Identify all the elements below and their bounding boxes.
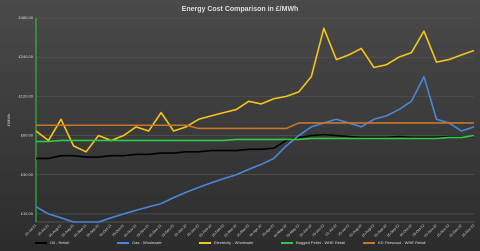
legend-label: Bagged Pellet - WHE Retail [296,240,345,245]
y-tick-label: £120.00 [19,93,34,98]
y-tick-label: £15.00 [21,211,34,216]
legend-label: Electricity - Wholesale [214,240,254,245]
legend-label: KD Firewood - WHE Retail [378,240,425,245]
chart-title: Energy Cost Comparison in £/MWh [182,6,299,13]
series-line [35,75,475,223]
series-line [36,134,475,143]
y-tick-label: £480.00 [19,15,34,20]
y-tick-label: £60.00 [21,133,34,138]
y-tick-label: £240.00 [19,54,34,59]
series-line [36,122,474,130]
y-tick-label: £30.00 [21,172,34,177]
y-axis-label: £/MWh [6,114,11,127]
legend-label: Gas - Wholesale [132,240,162,245]
legend-label: Oil - Retail [50,240,69,245]
series-line [36,133,474,160]
series-line [35,27,475,153]
